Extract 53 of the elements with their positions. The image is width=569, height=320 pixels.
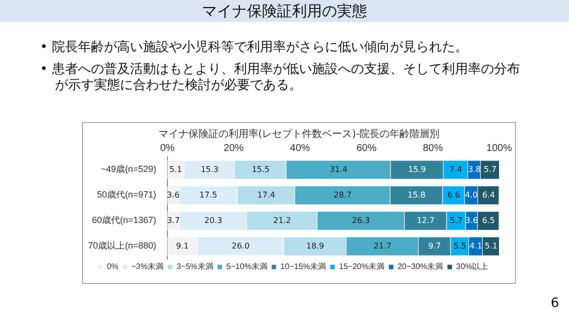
data-label: 18.9 bbox=[306, 241, 324, 250]
text: • 院長年齢が高い施設や小児科等で利用率がさらに低い傾向が見られた。 bbox=[40, 40, 469, 56]
legend-label: ~3%未満 bbox=[131, 262, 164, 272]
data-label: 3.6 bbox=[166, 190, 180, 200]
data-label: 26.0 bbox=[232, 241, 250, 250]
data-label: 15.9 bbox=[408, 164, 426, 174]
x-tick-label: 60% bbox=[356, 142, 377, 154]
legend-label: 10~15%未満 bbox=[280, 262, 326, 272]
chart-subtitle: マイナ保険証の利用率(レセプト件数ベース)-院長の年齢階層別 bbox=[157, 128, 441, 141]
data-label: 3.7 bbox=[167, 216, 180, 225]
data-label: 5.7 bbox=[484, 164, 496, 174]
y-tick-label: ~49歳(n=529) bbox=[100, 164, 156, 174]
text: • 患者への普及活動はもとより、利用率が低い施設への支援、そして利用率の分布が示す実態に合わせた検討が必要である。 bbox=[40, 62, 521, 94]
data-label: 17.5 bbox=[199, 190, 218, 200]
legend-label: 15~20%未満 bbox=[339, 262, 385, 272]
y-tick-label: 70歳以上(n=880) bbox=[88, 240, 156, 251]
data-label: 5.1 bbox=[484, 241, 498, 250]
data-label: 5.7 bbox=[450, 216, 463, 225]
data-label: 7.4 bbox=[449, 164, 462, 174]
x-tick-label: 100% bbox=[486, 142, 512, 154]
legend-label: 20~30%未満 bbox=[398, 262, 444, 272]
text: 6 bbox=[550, 296, 559, 311]
y-tick-label: 50歳代(n=971) bbox=[96, 190, 156, 200]
data-label: 9.1 bbox=[176, 241, 189, 250]
x-tick-label: 40% bbox=[290, 142, 310, 154]
legend-label: 0% bbox=[106, 262, 118, 272]
data-label: 15.3 bbox=[200, 164, 219, 174]
data-label: 9.7 bbox=[428, 241, 442, 250]
data-label: 15.8 bbox=[408, 190, 426, 200]
data-label: 20.3 bbox=[204, 216, 222, 225]
data-label: 17.4 bbox=[257, 190, 276, 200]
x-tick-label: 20% bbox=[224, 142, 244, 154]
data-label: 26.3 bbox=[352, 216, 370, 225]
data-label: 6.4 bbox=[482, 190, 495, 200]
data-label: 21.7 bbox=[374, 241, 392, 250]
data-label: 6.5 bbox=[482, 216, 495, 225]
legend-label: 30%以上 bbox=[456, 262, 488, 272]
y-tick-label: 60歳代(n=1367) bbox=[92, 215, 156, 226]
data-label: 4.1 bbox=[469, 241, 482, 250]
data-label: 28.7 bbox=[334, 190, 352, 200]
data-label: 31.4 bbox=[330, 164, 348, 174]
data-label: 21.2 bbox=[273, 216, 292, 225]
x-tick-label: 80% bbox=[422, 142, 443, 154]
legend-label: 3~5%未満 bbox=[176, 262, 214, 272]
chart-title: マイナ保険証利用の実態 bbox=[0, 0, 569, 22]
data-label: 5.5 bbox=[454, 241, 466, 250]
data-label: 12.7 bbox=[416, 216, 435, 225]
data-label: 6.6 bbox=[447, 190, 460, 200]
data-label: 15.5 bbox=[252, 164, 270, 174]
x-tick-label: 0% bbox=[160, 142, 175, 154]
data-label: 4.0 bbox=[464, 190, 478, 200]
legend-label: 5~10%未満 bbox=[226, 262, 268, 272]
data-label: 5.1 bbox=[169, 164, 182, 174]
